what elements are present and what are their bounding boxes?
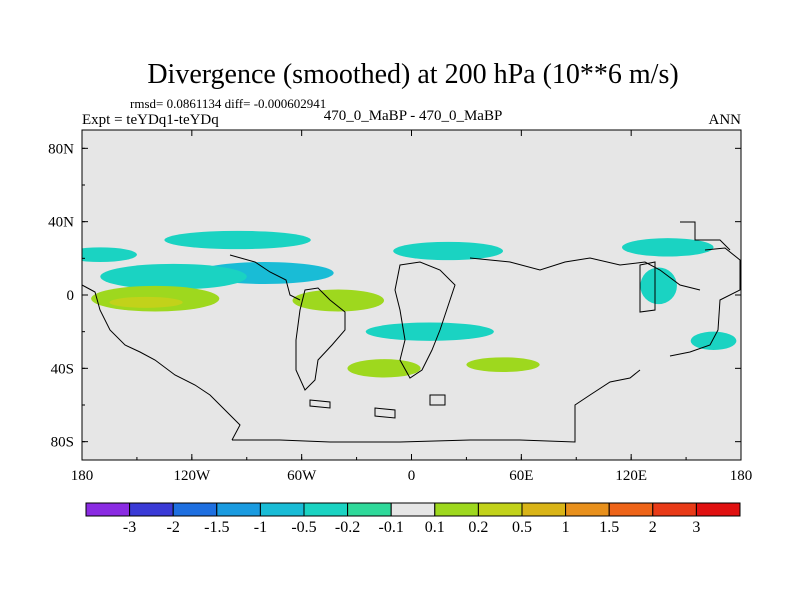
colorbar-swatch (477, 502, 523, 517)
colorbar-swatch (129, 502, 174, 517)
coastline-west-edge (82, 284, 241, 441)
colorbar-swatch (434, 502, 479, 517)
colorbar-label: 3 (692, 519, 700, 536)
region-south-band-3 (365, 322, 494, 341)
case-label: 470_0_MaBP - 470_0_MaBP (324, 108, 503, 124)
colorbar-label: -0.2 (335, 519, 360, 536)
region-south-band-1 (347, 359, 421, 378)
coastline-small-islands (309, 394, 446, 419)
colorbar-swatch (259, 502, 305, 517)
x-tick-label: 0 (408, 468, 416, 484)
colorbar-label: -0.5 (291, 519, 316, 536)
colorbar-label: 1 (562, 519, 570, 536)
colorbar-swatch (303, 502, 349, 517)
colorbar-label: -2 (167, 519, 180, 536)
season-label: ANN (709, 112, 742, 128)
y-tick-label: 40N (48, 215, 74, 231)
region-north-band-2 (164, 230, 311, 250)
colorbar-label: 0.2 (468, 519, 488, 536)
colorbar: -3 -2 -1.5 -1 -0.5 -0.2 -0.1 0.1 0.2 0.5 1 1.5 2 3 (85, 502, 741, 536)
region-tropical-band (100, 263, 247, 290)
colorbar-label: 0.1 (425, 519, 445, 536)
colorbar-label: -1.5 (204, 519, 229, 536)
chart-title: Divergence (smoothed) at 200 hPa (10**6 … (147, 59, 678, 90)
x-tick-label: 120W (173, 468, 211, 484)
colorbar-swatch (521, 502, 567, 517)
coastline-northeast (680, 221, 731, 251)
colorbar-swatch (347, 502, 392, 517)
colorbar-swatch (85, 502, 131, 517)
coastline-africa (394, 261, 456, 379)
colorbar-label: 0.5 (512, 519, 532, 536)
x-tick-label: 180 (730, 468, 753, 484)
x-tick-label: 60E (509, 468, 533, 484)
colorbar-label: 2 (649, 519, 657, 536)
region-atlantic-pos (292, 289, 385, 312)
region-north-band-3 (393, 241, 504, 261)
colorbar-swatch (390, 502, 436, 517)
colorbar-label: -1 (254, 519, 267, 536)
y-tick-label: 0 (67, 288, 75, 304)
colorbar-swatch (172, 502, 218, 517)
region-equator-core (109, 296, 183, 308)
y-tick-label: 80N (48, 141, 74, 157)
colorbar-swatch (695, 502, 741, 517)
y-tick-label: 40S (51, 361, 74, 377)
experiment-label: Expt = teYDq1-teYDq (82, 112, 219, 128)
region-east-pacific (690, 331, 737, 351)
colorbar-swatch (652, 502, 697, 517)
map-plot: 180 120W 60W 0 60E 120E 180 80N 40N 0 40S 80S (48, 129, 753, 484)
colorbar-label: 1.5 (599, 519, 619, 536)
colorbar-label: -0.1 (379, 519, 404, 536)
x-tick-label: 60W (287, 468, 317, 484)
region-south-band-2 (466, 357, 540, 372)
region-north-band-1 (82, 247, 137, 262)
y-tick-label: 80S (51, 435, 74, 451)
coastline-north-america-south (229, 254, 301, 301)
x-tick-label: 180 (71, 468, 94, 484)
coastline-south-america (295, 287, 346, 391)
coastline-asia-south (469, 257, 701, 291)
x-tick-label: 120E (615, 468, 647, 484)
region-north-band-4 (622, 238, 714, 257)
coastline-east-island (669, 247, 741, 357)
stats-label: rmsd= 0.0861134 diff= -0.000602941 (130, 96, 326, 111)
colorbar-label: -3 (123, 519, 136, 536)
coastline-australia (639, 261, 656, 313)
colorbar-swatch (565, 502, 610, 517)
colorbar-swatch (216, 502, 261, 517)
coastline-antarctica (232, 369, 641, 443)
colorbar-swatch (608, 502, 654, 517)
region-east-pacific-2 (640, 267, 677, 305)
